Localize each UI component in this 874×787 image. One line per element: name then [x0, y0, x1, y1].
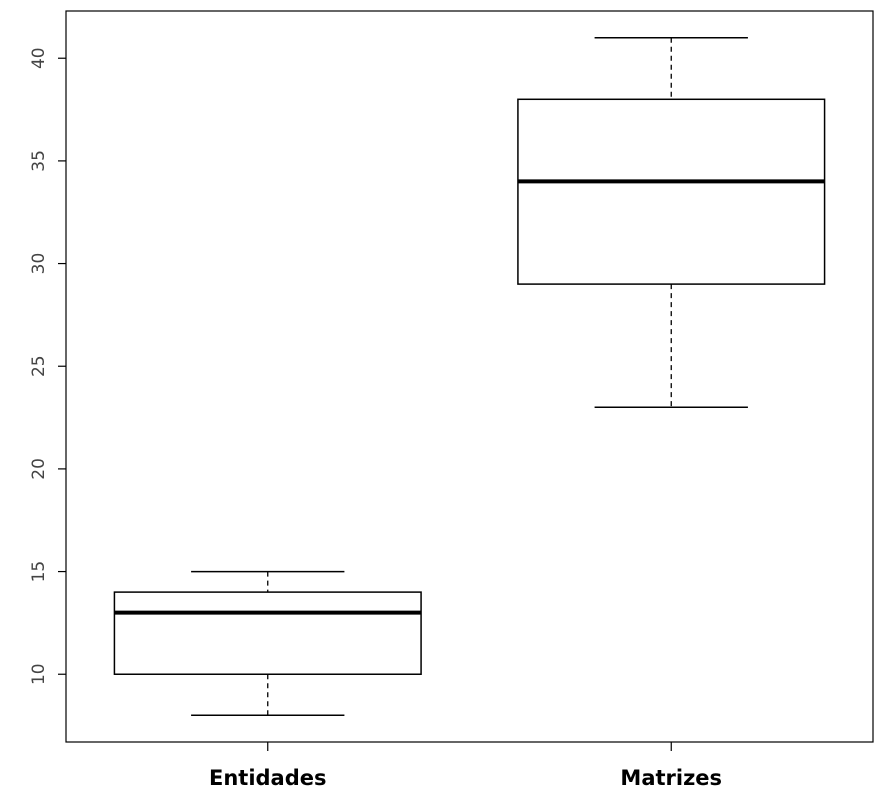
y-tick-label: 40: [29, 47, 49, 69]
y-tick-label: 15: [29, 561, 49, 583]
iqr-box: [517, 98, 826, 285]
x-tick-label: Entidades: [209, 766, 327, 787]
y-tick-label: 20: [29, 458, 49, 480]
box-matrizes: [517, 36, 826, 409]
iqr-box: [113, 591, 422, 675]
y-tick-label: 25: [29, 355, 49, 377]
y-tick-label: 35: [29, 150, 49, 172]
box-entidades: [113, 570, 422, 717]
y-axis: 10 15 20 25 30 35 40: [29, 47, 66, 685]
y-tick-label: 30: [29, 253, 49, 275]
x-axis: Entidades Matrizes: [209, 742, 722, 787]
y-tick-label: 10: [29, 663, 49, 685]
x-tick-label: Matrizes: [620, 766, 722, 787]
boxes: [113, 36, 826, 717]
plot-frame: [65, 10, 874, 743]
